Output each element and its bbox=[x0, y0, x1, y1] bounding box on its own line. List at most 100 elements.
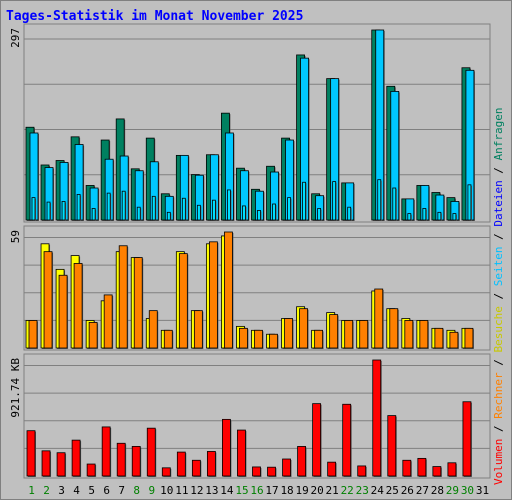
day-label-25: 25 bbox=[386, 484, 399, 497]
bar-volumen-day-6 bbox=[101, 426, 111, 477]
day-label-17: 17 bbox=[265, 484, 278, 497]
bar-rechner-day-20 bbox=[314, 329, 324, 349]
bar-rechner-day-14 bbox=[224, 231, 233, 349]
legend-part-3: / bbox=[492, 353, 505, 373]
day-label-2: 2 bbox=[43, 484, 50, 497]
chart-title: Tages-Statistik im Monat November 2025 bbox=[6, 9, 304, 24]
bar-rechner-day-16 bbox=[254, 329, 263, 349]
bar-volumen-day-5 bbox=[86, 463, 96, 477]
bar-seiten-day-1 bbox=[31, 197, 36, 221]
bar-rechner-day-25 bbox=[389, 308, 399, 349]
day-label-7: 7 bbox=[118, 484, 125, 497]
day-label-15: 15 bbox=[235, 484, 248, 497]
bar-seiten-day-11 bbox=[181, 197, 186, 221]
bar-rechner-day-19 bbox=[299, 308, 308, 349]
bar-seiten-day-27 bbox=[422, 208, 427, 221]
bar-seiten-day-2 bbox=[46, 201, 51, 221]
day-label-18: 18 bbox=[280, 484, 293, 497]
bar-volumen-day-26 bbox=[402, 459, 412, 477]
bar-seiten-day-6 bbox=[106, 192, 111, 221]
day-label-19: 19 bbox=[295, 484, 308, 497]
bar-seiten-day-12 bbox=[196, 204, 201, 221]
legend-part-8: Dateien bbox=[492, 180, 505, 226]
bar-rechner-day-9 bbox=[148, 310, 158, 349]
panel-1: 297 bbox=[9, 23, 491, 223]
bar-volumen-day-19 bbox=[297, 446, 306, 477]
bar-volumen-day-3 bbox=[56, 452, 66, 477]
day-label-30: 30 bbox=[461, 484, 474, 497]
bar-volumen-day-2 bbox=[41, 450, 51, 477]
bar-rechner-day-1 bbox=[28, 320, 38, 349]
panel-2: 59 bbox=[9, 225, 491, 351]
bar-rechner-day-28 bbox=[434, 327, 444, 349]
bar-volumen-day-18 bbox=[282, 458, 291, 477]
bar-volumen-day-30 bbox=[462, 401, 472, 477]
bar-rechner-day-27 bbox=[419, 320, 429, 349]
bar-rechner-day-7 bbox=[118, 245, 128, 349]
legend-part-4: Besuche bbox=[492, 306, 505, 352]
bar-seiten-day-26 bbox=[407, 213, 412, 221]
bar-rechner-day-4 bbox=[73, 263, 83, 349]
day-label-6: 6 bbox=[103, 484, 110, 497]
bar-rechner-day-13 bbox=[208, 241, 218, 349]
bar-volumen-day-24 bbox=[372, 359, 382, 477]
bar-seiten-day-3 bbox=[61, 201, 66, 221]
bar-seiten-day-28 bbox=[437, 211, 442, 221]
bar-seiten-day-15 bbox=[242, 205, 246, 221]
day-label-20: 20 bbox=[311, 484, 324, 497]
legend-part-1: / bbox=[492, 419, 505, 439]
day-label-1: 1 bbox=[28, 484, 35, 497]
bar-rechner-day-8 bbox=[133, 257, 143, 349]
legend-part-2: Rechner bbox=[492, 372, 505, 419]
legend-part-5: / bbox=[492, 286, 505, 306]
legend-part-9: / bbox=[492, 160, 505, 180]
legend-part-0: Volumen bbox=[492, 439, 505, 485]
bar-rechner-day-18 bbox=[284, 318, 293, 349]
bar-rechner-day-24 bbox=[374, 288, 384, 349]
bar-volumen-day-29 bbox=[447, 462, 457, 477]
bar-seiten-day-5 bbox=[91, 208, 96, 221]
bar-rechner-day-22 bbox=[344, 320, 354, 349]
bar-seiten-day-9 bbox=[151, 195, 156, 221]
day-label-4: 4 bbox=[73, 484, 80, 497]
bar-seiten-day-24 bbox=[377, 179, 382, 221]
bar-seiten-day-19 bbox=[302, 181, 306, 221]
day-label-26: 26 bbox=[401, 484, 414, 497]
day-label-21: 21 bbox=[326, 484, 339, 497]
day-label-29: 29 bbox=[446, 484, 459, 497]
bar-volumen-day-9 bbox=[146, 427, 156, 477]
bar-seiten-day-8 bbox=[136, 206, 141, 221]
bar-volumen-day-10 bbox=[161, 467, 171, 477]
bar-volumen-day-21 bbox=[327, 461, 337, 477]
bar-volumen-day-4 bbox=[71, 439, 81, 477]
legend-part-6: Seiten bbox=[492, 247, 505, 287]
day-label-10: 10 bbox=[160, 484, 173, 497]
bar-seiten-day-18 bbox=[287, 197, 291, 221]
bar-volumen-day-13 bbox=[206, 451, 216, 477]
bar-volumen-day-22 bbox=[342, 403, 352, 477]
bar-rechner-day-12 bbox=[193, 310, 203, 349]
bar-volumen-day-14 bbox=[222, 418, 231, 477]
panel-2-ymax-label: 59 bbox=[9, 230, 22, 243]
bar-seiten-day-29 bbox=[452, 213, 457, 221]
bar-seiten-day-10 bbox=[166, 211, 171, 221]
series-legend-label: Volumen / Rechner / Besuche / Seiten / D… bbox=[492, 107, 505, 485]
day-label-9: 9 bbox=[148, 484, 155, 497]
bar-seiten-day-20 bbox=[317, 208, 322, 221]
bar-rechner-day-26 bbox=[404, 320, 414, 349]
day-label-23: 23 bbox=[356, 484, 369, 497]
bar-seiten-day-17 bbox=[272, 203, 276, 221]
bar-seiten-day-16 bbox=[257, 210, 261, 221]
bar-seiten-day-22 bbox=[347, 206, 352, 221]
bar-rechner-day-17 bbox=[269, 333, 278, 349]
bar-rechner-day-2 bbox=[43, 251, 53, 349]
bar-rechner-day-29 bbox=[449, 331, 459, 349]
bar-volumen-day-27 bbox=[417, 457, 427, 477]
bar-volumen-day-23 bbox=[357, 465, 367, 477]
bar-rechner-day-5 bbox=[88, 322, 98, 349]
bar-rechner-day-11 bbox=[178, 253, 188, 349]
bar-seiten-day-14 bbox=[227, 189, 231, 221]
day-label-31: 31 bbox=[476, 484, 489, 497]
day-label-27: 27 bbox=[416, 484, 429, 497]
bar-rechner-day-21 bbox=[329, 314, 339, 349]
